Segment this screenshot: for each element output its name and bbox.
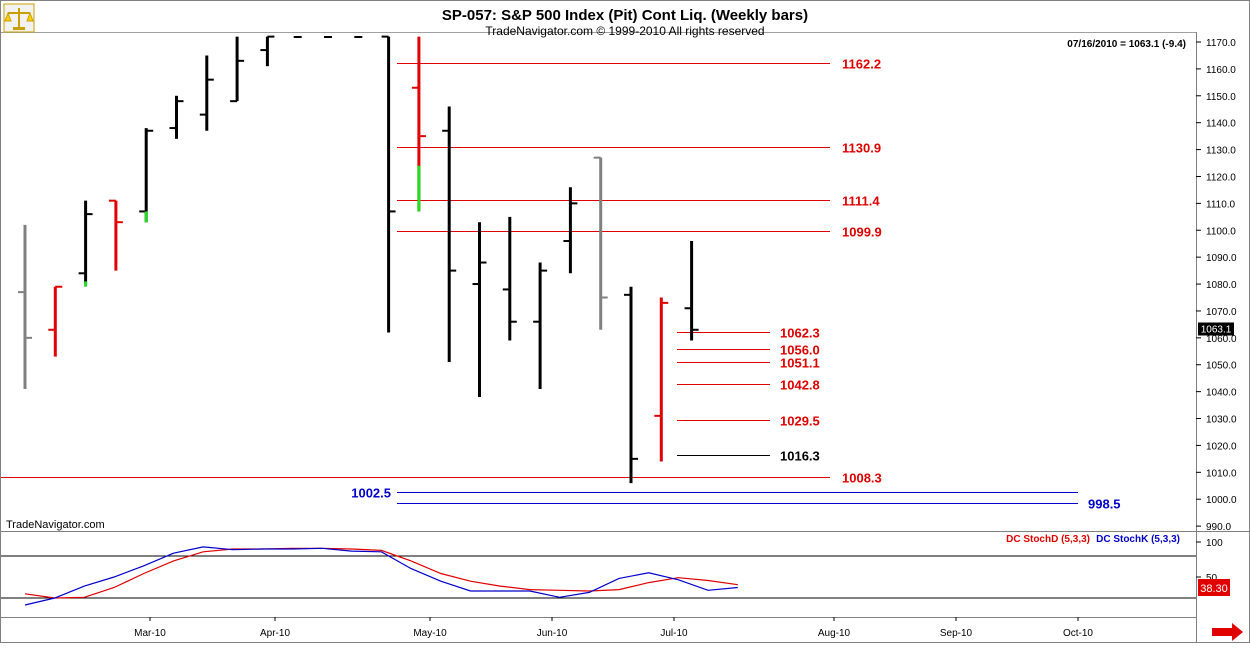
price-tick-label: 1020.0 [1206,441,1237,452]
time-tick-label: May-10 [413,628,447,639]
stoch-tick-label: 100 [1206,538,1223,549]
legend-stochk: DC StochK (5,3,3) [1096,534,1180,545]
ohlc-bar [684,241,699,341]
price-tick-label: 1160.0 [1206,65,1236,76]
level-label: 998.5 [1088,497,1121,512]
ohlc-bar [381,35,396,333]
last-price-label: 1063.1 [1201,325,1232,336]
ohlc-bar [533,262,548,389]
ohlc-bar [472,222,487,398]
scroll-right-arrow-icon[interactable] [1212,623,1243,641]
price-tick-label: 1040.0 [1206,388,1237,399]
price-tick-label: 1150.0 [1206,92,1236,103]
time-tick-label: Oct-10 [1063,628,1093,639]
ohlc-bar [624,286,638,484]
time-tick-label: Jul-10 [660,628,688,639]
ohlc-bar [442,106,457,363]
stoch-last-value-label: 38.30 [1200,583,1228,595]
time-tick-label: Aug-10 [818,628,851,639]
copyright-notice: TradeNavigator.com © 1999-2010 All right… [485,24,764,38]
time-tick-label: Mar-10 [134,628,166,639]
ohlc-bar [18,224,32,389]
stoch-last-value-marker: 38.30 [1198,579,1230,596]
ohlc-bar [260,35,275,67]
level-label: 1162.2 [842,57,881,72]
ohlc-bar [502,216,517,341]
time-tick-label: Sep-10 [940,628,973,639]
ohlc-bar [78,200,93,285]
level-label: 1062.3 [780,326,820,341]
level-label: 1051.1 [780,356,820,371]
time-tick-label: Jun-10 [537,628,568,639]
price-tick-label: 1090.0 [1206,253,1237,264]
ohlc-bar [199,55,214,131]
ohlc-bar [230,36,245,103]
price-tick-label: 1170.0 [1206,38,1236,49]
price-tick-label: 1010.0 [1206,468,1237,479]
price-tick-label: 1060.0 [1206,334,1237,345]
ohlc-bar [48,285,63,357]
level-label: 1042.8 [780,378,820,393]
watermark-text: TradeNavigator.com [6,519,105,531]
level-label: 1016.3 [780,449,820,464]
time-axis: Mar-10 Apr-10 May-10 Jun-10 Jul-10 Aug-10 Sep-… [134,617,1093,639]
price-tick-label: 990.0 [1206,522,1231,533]
level-label: 1008.3 [842,471,882,486]
stochastic-pane: 50 100 [1,538,1223,606]
ohlc-bar [169,95,184,139]
time-tick-label: Apr-10 [260,628,290,639]
price-tick-label: 1070.0 [1206,307,1237,318]
trade-navigator-scales-icon [3,3,35,33]
stoch-tick-label: 50 [1206,573,1218,584]
last-price-status: 07/16/2010 = 1063.1 (-9.4) [1067,39,1186,50]
stoch-series-line [24,546,738,606]
level-label: 1029.5 [780,414,820,429]
ohlc-bar [563,187,578,274]
ohlc-bar [108,199,123,271]
level-label: 1002.5 [351,486,391,501]
level-label: 1130.9 [842,141,881,156]
price-tick-label: 1110.0 [1206,199,1236,210]
support-resistance-levels: 1162.2 1130.9 1111.4 1099.9 1062.3 1056.01051… [1,57,1121,512]
ohlc-bar [654,297,669,462]
level-label: 1111.4 [842,194,880,209]
price-tick-label: 1050.0 [1206,361,1237,372]
price-tick-label: 1100.0 [1206,226,1236,237]
stoch-series-line [24,547,738,599]
chart-title: SP-057: S&P 500 Index (Pit) Cont Liq. (W… [442,7,808,24]
price-bars [18,35,699,484]
level-label: 1099.9 [842,225,882,240]
price-tick-label: 1140.0 [1206,119,1236,130]
price-tick-label: 1130.0 [1206,146,1236,157]
ohlc-bar [593,156,608,330]
price-tick-label: 1120.0 [1206,172,1236,183]
price-tick-label: 1080.0 [1206,280,1237,291]
price-tick-label: 1030.0 [1206,415,1237,426]
legend-stochd: DC StochD (5,3,3) [1006,534,1090,545]
level-label: 1056.0 [780,343,820,358]
last-price-marker: 1063.1 [1198,322,1234,336]
price-tick-label: 1000.0 [1206,495,1237,506]
price-axis: 990.0 1000.0 1010.0 1020.0 1030.0 1040.0 1050.… [1196,38,1237,533]
